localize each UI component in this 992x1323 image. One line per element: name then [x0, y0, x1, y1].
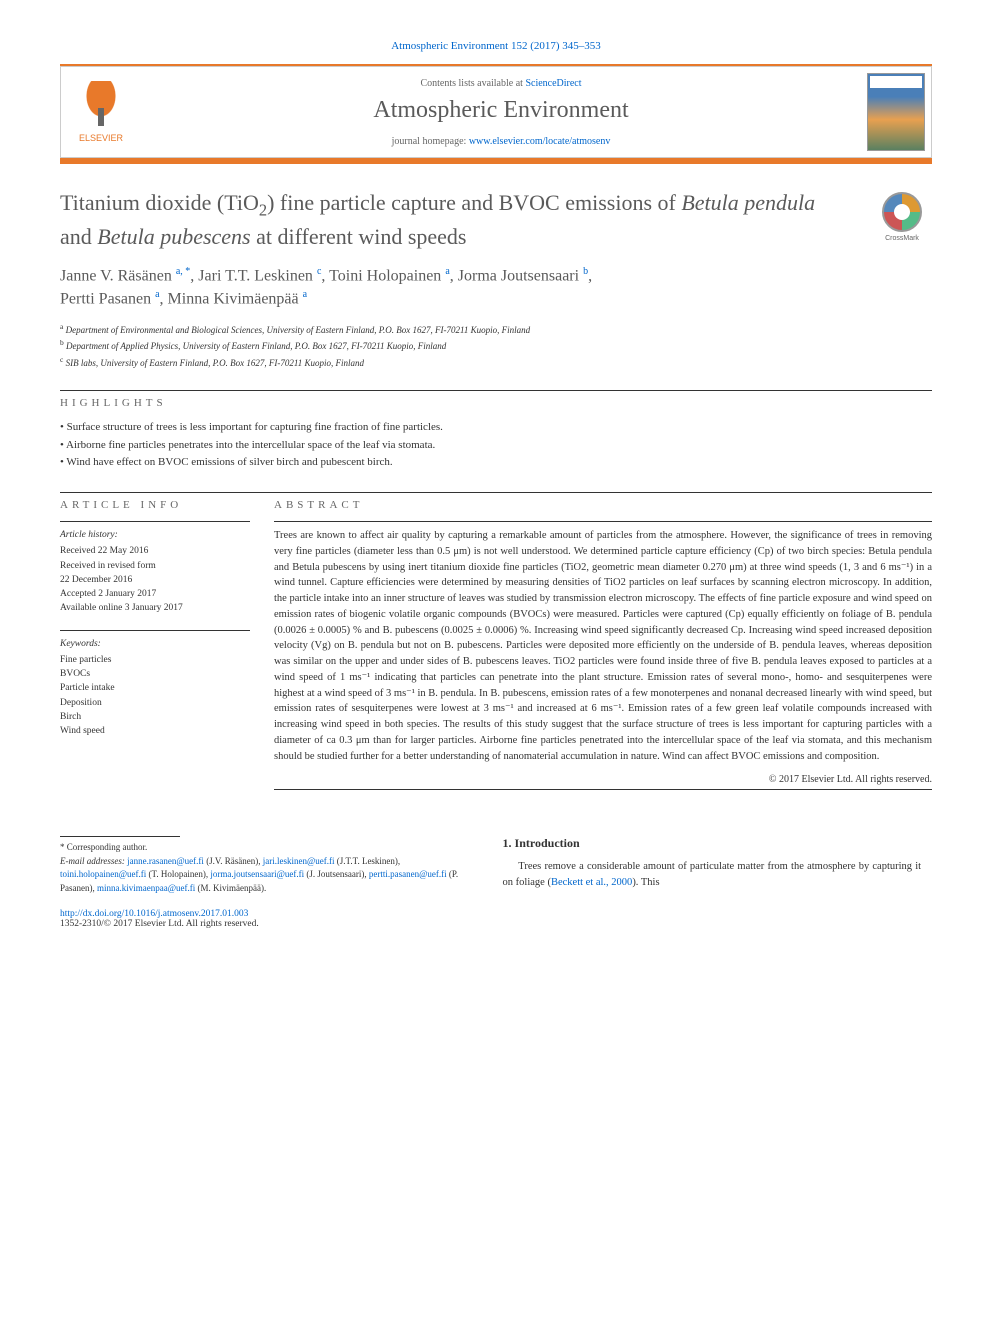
author: Janne V. Räsänen — [60, 268, 176, 285]
affiliations: a Department of Environmental and Biolog… — [60, 321, 932, 371]
author: Jari T.T. Leskinen — [198, 268, 317, 285]
citation-header: Atmospheric Environment 152 (2017) 345–3… — [60, 40, 932, 52]
contents-line: Contents lists available at ScienceDirec… — [151, 78, 851, 89]
citation-link[interactable]: Atmospheric Environment 152 (2017) 345–3… — [391, 40, 601, 52]
highlight-item: Wind have effect on BVOC emissions of si… — [60, 454, 932, 472]
intro-heading: 1. Introduction — [503, 836, 922, 851]
article-title: Titanium dioxide (TiO2) fine particle ca… — [60, 188, 932, 251]
cover-thumbnail — [867, 73, 925, 151]
highlight-item: Airborne fine particles penetrates into … — [60, 437, 932, 455]
doi-link[interactable]: http://dx.doi.org/10.1016/j.atmosenv.201… — [60, 909, 248, 919]
abstract-copyright: © 2017 Elsevier Ltd. All rights reserved… — [274, 774, 932, 785]
author: Minna Kivimäenpää — [168, 290, 303, 307]
article-info-label: ARTICLE INFO — [60, 499, 250, 511]
abstract-text: Trees are known to affect air quality by… — [274, 528, 932, 764]
email-link[interactable]: toini.holopainen@uef.fi — [60, 869, 146, 879]
highlights-label: HIGHLIGHTS — [60, 397, 932, 409]
email-link[interactable]: jorma.joutsensaari@uef.fi — [210, 869, 304, 879]
crossmark-badge[interactable]: CrossMark — [872, 192, 932, 252]
author: Toini Holopainen — [329, 268, 445, 285]
keywords-block: Keywords: Fine particles BVOCs Particle … — [60, 637, 250, 739]
homepage-line: journal homepage: www.elsevier.com/locat… — [151, 136, 851, 147]
email-addresses: E-mail addresses: janne.rasanen@uef.fi (… — [60, 855, 479, 896]
email-link[interactable]: pertti.pasanen@uef.fi — [369, 869, 447, 879]
author: Pertti Pasanen — [60, 290, 155, 307]
email-link[interactable]: janne.rasanen@uef.fi — [127, 856, 204, 866]
article-history: Article history: Received 22 May 2016 Re… — [60, 528, 250, 616]
highlights-list: Surface structure of trees is less impor… — [60, 419, 932, 472]
email-link[interactable]: jari.leskinen@uef.fi — [263, 856, 335, 866]
journal-cover[interactable] — [861, 67, 931, 157]
author: Jorma Joutsensaari — [458, 268, 583, 285]
crossmark-icon — [882, 192, 922, 232]
highlight-item: Surface structure of trees is less impor… — [60, 419, 932, 437]
reference-link[interactable]: Beckett et al., 2000 — [551, 877, 632, 888]
author-list: Janne V. Räsänen a, *, Jari T.T. Leskine… — [60, 265, 932, 310]
crossmark-label: CrossMark — [885, 234, 919, 243]
corresponding-author-note: * Corresponding author. E-mail addresses… — [60, 841, 479, 895]
doi-block: http://dx.doi.org/10.1016/j.atmosenv.201… — [60, 909, 479, 929]
email-link[interactable]: minna.kivimaenpaa@uef.fi — [97, 883, 195, 893]
elsevier-tree-icon — [76, 81, 126, 131]
intro-paragraph: Trees remove a considerable amount of pa… — [503, 859, 922, 891]
sciencedirect-link[interactable]: ScienceDirect — [525, 78, 581, 89]
journal-masthead: ELSEVIER Contents lists available at Sci… — [60, 66, 932, 158]
elsevier-logo[interactable]: ELSEVIER — [61, 67, 141, 157]
journal-title: Atmospheric Environment — [151, 97, 851, 124]
homepage-link[interactable]: www.elsevier.com/locate/atmosenv — [469, 136, 611, 147]
elsevier-label: ELSEVIER — [79, 133, 123, 143]
abstract-label: ABSTRACT — [274, 499, 932, 511]
masthead-bottom-rule — [60, 158, 932, 164]
